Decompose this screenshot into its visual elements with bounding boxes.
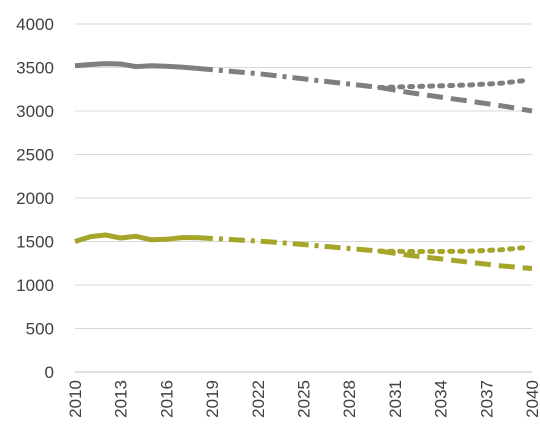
y-tick-label: 3000: [16, 102, 54, 121]
x-tick-label: 2028: [340, 380, 359, 418]
series-line-3-dotted: [377, 78, 527, 90]
y-tick-label: 1500: [16, 233, 54, 252]
series-line-0-solid: [74, 61, 198, 71]
series-line-4-solid: [74, 232, 197, 244]
gridlines: [75, 23, 532, 329]
series-line-5-dashdot: [196, 235, 380, 254]
series-line-1-dashdot: [196, 65, 380, 90]
x-tick-label: 2016: [157, 380, 176, 418]
y-tick-label: 4000: [16, 15, 54, 34]
x-axis-tick-labels: 2010 2013 2016 2019 2022 2025 2028 2031 2034 2037…: [66, 380, 540, 418]
x-tick-label: 2031: [386, 380, 405, 418]
series-line-2-dashed: [379, 85, 533, 114]
x-tick-label: 2010: [66, 380, 85, 418]
x-tick-label: 2037: [477, 380, 496, 418]
y-tick-label: 2000: [16, 189, 54, 208]
x-tick-label: 2040: [523, 380, 540, 418]
y-tick-label: 3500: [16, 59, 54, 78]
y-tick-label: 1000: [16, 276, 54, 295]
x-tick-label: 2019: [203, 380, 222, 418]
y-tick-label: 2500: [16, 146, 54, 165]
x-tick-label: 2013: [112, 380, 131, 418]
y-tick-label: 500: [26, 320, 54, 339]
y-axis-tick-labels: 0 500 1000 1500 2000 2500 3000 3500 4000: [16, 15, 54, 382]
y-tick-label: 0: [45, 363, 54, 382]
x-tick-label: 2034: [432, 380, 451, 418]
series-line-7-dotted: [377, 245, 527, 254]
x-tick-label: 2022: [249, 380, 268, 418]
x-tick-label: 2025: [295, 380, 314, 418]
series-line-6-dashed: [379, 248, 533, 271]
series-lines: [74, 61, 533, 271]
